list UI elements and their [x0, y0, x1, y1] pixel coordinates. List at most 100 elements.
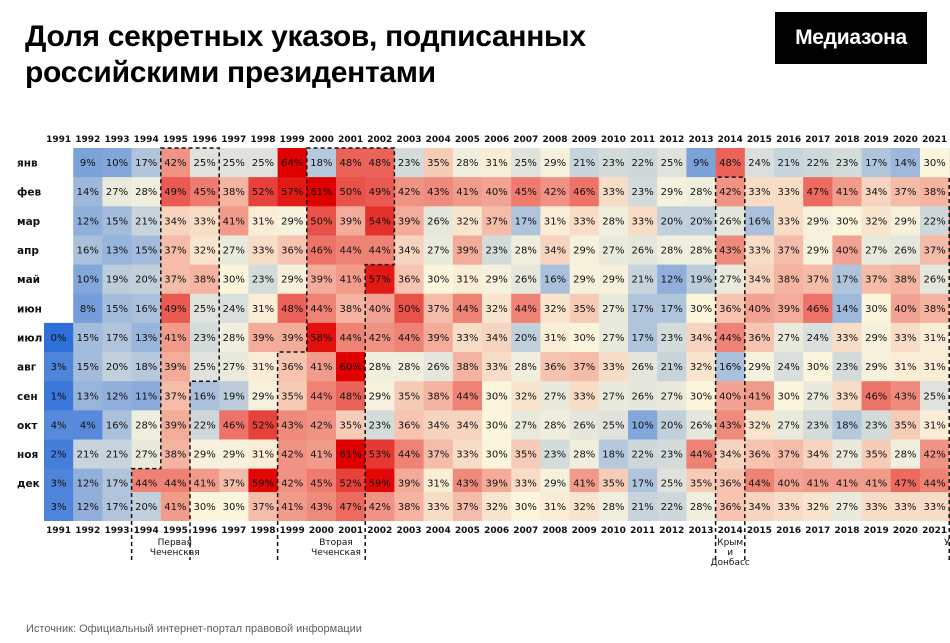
cell-2001-10: 35% — [336, 410, 366, 440]
svg-text:47%: 47% — [894, 479, 916, 490]
svg-text:21%: 21% — [777, 158, 799, 169]
cell-2004-8: 26% — [423, 352, 454, 382]
event-1: Первая Чеченская — [130, 147, 220, 560]
cell-2011-5: 21% — [628, 264, 658, 295]
cell-2015-6: 40% — [744, 293, 775, 324]
svg-text:64%: 64% — [281, 158, 303, 169]
svg-text:41%: 41% — [865, 479, 887, 490]
cell-1997-6: 24% — [219, 293, 249, 324]
svg-text:33%: 33% — [631, 216, 653, 227]
cell-2020-8: 31% — [890, 352, 921, 382]
cell-2006-11: 30% — [482, 439, 512, 470]
svg-text:33%: 33% — [777, 502, 799, 513]
month-label-9: сен — [17, 391, 38, 403]
svg-text:4%: 4% — [51, 420, 67, 431]
svg-text:18%: 18% — [836, 420, 858, 431]
cell-1993-9: 12% — [102, 381, 132, 411]
cell-2000-11: 41% — [306, 439, 337, 470]
svg-text:42%: 42% — [281, 479, 303, 490]
svg-text:25%: 25% — [193, 362, 215, 373]
svg-text:29%: 29% — [573, 275, 595, 286]
svg-text:26%: 26% — [427, 362, 449, 373]
svg-text:44%: 44% — [310, 391, 332, 402]
svg-text:44%: 44% — [690, 450, 712, 461]
svg-text:31%: 31% — [544, 333, 566, 344]
svg-text:30%: 30% — [865, 304, 887, 315]
svg-text:34%: 34% — [485, 333, 507, 344]
cell-2019-10: 23% — [861, 410, 892, 440]
cell-1995-3: 34% — [160, 206, 191, 236]
year-label-bottom-2011: 2011 — [630, 526, 655, 536]
svg-text:27%: 27% — [807, 391, 829, 402]
svg-text:23%: 23% — [544, 450, 566, 461]
cell-2000-5: 39% — [306, 264, 337, 295]
annual-cell-2007: 30% — [511, 492, 541, 521]
year-label-bottom-2006: 2006 — [484, 526, 509, 536]
cell-2004-2: 43% — [423, 177, 454, 207]
svg-text:58%: 58% — [310, 333, 332, 344]
cell-1991-9: 1% — [44, 381, 74, 411]
svg-text:20%: 20% — [515, 333, 537, 344]
svg-text:23%: 23% — [836, 158, 858, 169]
month-label-8: авг — [17, 362, 37, 374]
svg-text:25%: 25% — [193, 304, 215, 315]
annual-cell-2021: 33% — [920, 492, 950, 521]
cell-1994-4: 15% — [131, 235, 162, 265]
cell-2003-3: 39% — [394, 206, 424, 236]
cell-2015-8: 29% — [744, 352, 775, 382]
cell-2012-11: 23% — [657, 439, 687, 470]
svg-text:33%: 33% — [456, 450, 478, 461]
svg-text:35%: 35% — [281, 391, 303, 402]
svg-text:36%: 36% — [281, 362, 303, 373]
brand-logo[interactable]: Медиазона — [775, 12, 927, 64]
cell-2021-3: 22% — [920, 206, 950, 236]
svg-text:33%: 33% — [602, 187, 624, 198]
cell-2013-11: 44% — [686, 439, 716, 470]
svg-text:4%: 4% — [80, 420, 96, 431]
svg-text:29%: 29% — [865, 333, 887, 344]
svg-text:14%: 14% — [894, 158, 916, 169]
svg-text:31%: 31% — [923, 333, 945, 344]
cell-1993-5: 19% — [102, 264, 132, 295]
event-3: Крым и Донбасс — [711, 176, 750, 568]
svg-text:31%: 31% — [544, 216, 566, 227]
event-label-3: Крым и Донбасс — [711, 538, 750, 568]
svg-text:17%: 17% — [631, 304, 653, 315]
svg-text:33%: 33% — [777, 187, 799, 198]
cell-2001-1: 48% — [336, 148, 366, 178]
cell-1997-11: 29% — [219, 439, 249, 470]
svg-text:24%: 24% — [777, 362, 799, 373]
cell-2019-6: 30% — [861, 293, 892, 324]
svg-text:35%: 35% — [339, 420, 361, 431]
svg-text:18%: 18% — [602, 450, 624, 461]
cell-2020-4: 26% — [890, 235, 921, 265]
svg-text:41%: 41% — [339, 275, 361, 286]
cell-2012-2: 29% — [657, 177, 687, 207]
svg-text:52%: 52% — [252, 420, 274, 431]
cell-2021-2: 38% — [920, 177, 950, 207]
year-label-bottom-2009: 2009 — [572, 526, 597, 536]
svg-text:44%: 44% — [164, 479, 186, 490]
cell-2017-6: 46% — [803, 293, 833, 324]
svg-text:36%: 36% — [719, 502, 741, 513]
cell-2009-11: 28% — [569, 439, 600, 470]
axis-labels: янв фев мар апр май июн июл авг сен окт ноя дек 1991… — [17, 135, 947, 536]
svg-text:18%: 18% — [135, 362, 157, 373]
cell-1993-2: 27% — [102, 177, 132, 207]
svg-text:36%: 36% — [398, 275, 420, 286]
year-label-bottom-2013: 2013 — [688, 526, 713, 536]
svg-text:22%: 22% — [661, 502, 683, 513]
cell-2000-7: 58% — [306, 322, 337, 353]
svg-text:3%: 3% — [51, 362, 67, 373]
cell-1998-1: 25% — [248, 148, 278, 178]
month-label-7: июл — [17, 332, 42, 344]
cell-1991-10: 4% — [44, 410, 74, 440]
annual-cell-1991: 3% — [44, 492, 74, 521]
cell-1994-5: 20% — [131, 264, 162, 295]
svg-text:44%: 44% — [310, 304, 332, 315]
svg-text:38%: 38% — [923, 304, 945, 315]
annual-cell-2008: 31% — [540, 492, 570, 521]
cell-1996-8: 25% — [190, 352, 220, 382]
cell-1997-8: 27% — [219, 352, 249, 382]
svg-text:49%: 49% — [369, 187, 391, 198]
